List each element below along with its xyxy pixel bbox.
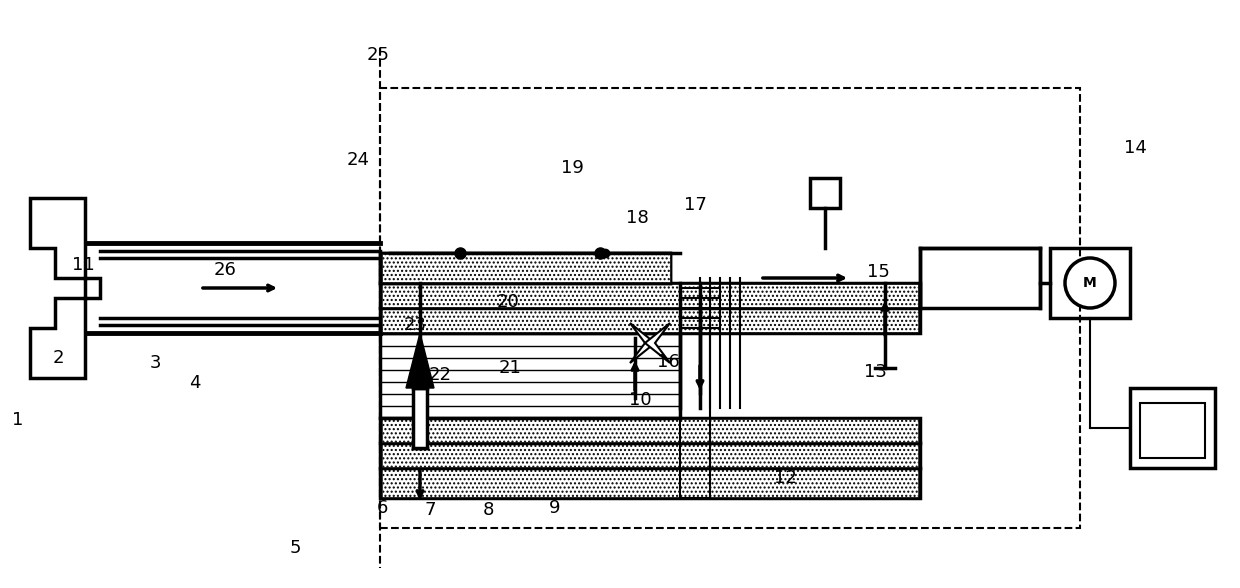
Text: 1: 1 xyxy=(12,411,24,429)
Polygon shape xyxy=(645,323,670,363)
Bar xyxy=(1050,248,1130,318)
Text: 17: 17 xyxy=(683,196,707,214)
Text: 4: 4 xyxy=(190,374,201,392)
Text: 8: 8 xyxy=(482,501,494,519)
Bar xyxy=(379,328,680,418)
Text: 22: 22 xyxy=(429,366,451,384)
Bar xyxy=(32,330,84,376)
Bar xyxy=(413,388,427,448)
Text: 18: 18 xyxy=(626,209,649,227)
Text: 14: 14 xyxy=(1123,139,1147,157)
Circle shape xyxy=(1065,258,1115,308)
Bar xyxy=(379,253,670,283)
Text: 13: 13 xyxy=(863,363,887,381)
Text: 16: 16 xyxy=(657,353,680,371)
Text: 24: 24 xyxy=(346,151,370,169)
Polygon shape xyxy=(630,323,655,363)
Bar xyxy=(379,443,920,468)
Bar xyxy=(32,200,84,248)
Text: 7: 7 xyxy=(424,501,435,519)
Text: 6: 6 xyxy=(376,499,388,517)
Text: 21: 21 xyxy=(498,359,522,377)
Text: 9: 9 xyxy=(549,499,560,517)
Bar xyxy=(382,309,918,332)
Bar xyxy=(382,419,918,442)
Text: 10: 10 xyxy=(629,391,651,409)
Text: 2: 2 xyxy=(52,349,63,367)
Text: 5: 5 xyxy=(289,539,301,557)
Bar xyxy=(680,328,711,498)
Bar xyxy=(379,253,670,283)
Bar xyxy=(379,468,920,498)
Text: 3: 3 xyxy=(149,354,161,372)
Bar xyxy=(382,254,670,282)
Text: 19: 19 xyxy=(560,159,584,177)
Bar xyxy=(379,418,920,443)
Bar xyxy=(382,284,918,307)
Bar xyxy=(1130,388,1215,468)
Polygon shape xyxy=(405,333,434,388)
Text: 12: 12 xyxy=(774,469,796,487)
Bar xyxy=(810,178,839,208)
Text: 23: 23 xyxy=(403,316,427,334)
Text: 15: 15 xyxy=(867,263,889,281)
Bar xyxy=(382,254,670,282)
Bar xyxy=(379,308,920,333)
Text: M: M xyxy=(1083,276,1097,290)
Bar xyxy=(382,444,918,467)
Text: 25: 25 xyxy=(367,46,389,64)
Text: 26: 26 xyxy=(213,261,237,279)
Bar xyxy=(379,88,1080,528)
Bar xyxy=(920,248,1040,308)
Bar xyxy=(379,283,920,308)
Text: 20: 20 xyxy=(497,293,520,311)
Text: 11: 11 xyxy=(72,256,94,274)
Bar xyxy=(1140,403,1205,458)
Polygon shape xyxy=(30,198,100,378)
Bar xyxy=(382,469,918,497)
